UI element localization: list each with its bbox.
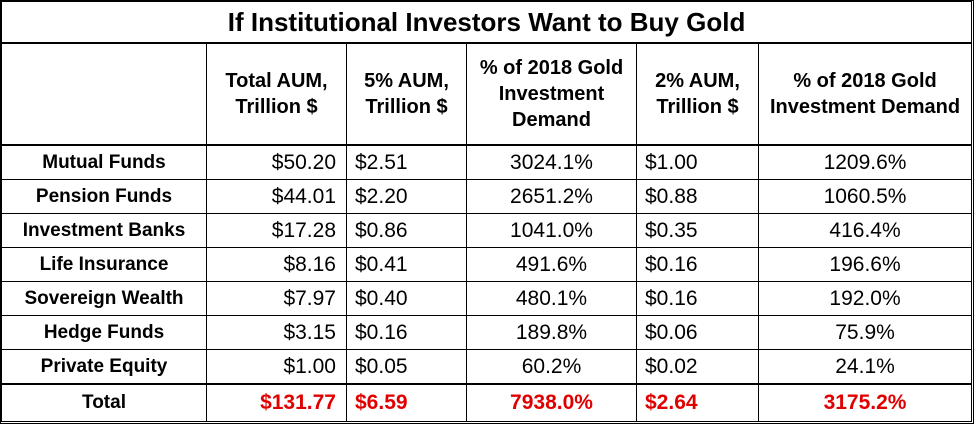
cell-total-aum: $50.20 (206, 144, 347, 180)
cell-total-aum: $1.00 (206, 349, 347, 385)
total-pct5-value: 7938.0% (466, 383, 637, 422)
table-row: Pension Funds $44.01 $2.20 2651.2% $0.88 1060… (1, 179, 973, 214)
cell-pct-demand-5: 2651.2% (466, 179, 637, 214)
table-row: Sovereign Wealth $7.97 $0.40 480.1% $0.16 192… (1, 281, 973, 316)
table-row: Life Insurance $8.16 $0.41 491.6% $0.16 196.6… (1, 247, 973, 282)
cell-pct-demand-2: 1060.5% (757, 179, 973, 214)
cell-pct-demand-5: 1041.0% (466, 213, 637, 248)
row-label: Pension Funds (1, 179, 207, 214)
cell-aum-2pct: $0.06 (636, 315, 759, 350)
table-row: Investment Banks $17.28 $0.86 1041.0% $0.35 4… (1, 213, 973, 248)
cell-pct-demand-2: 75.9% (757, 315, 973, 350)
row-label: Hedge Funds (1, 315, 207, 350)
cell-aum-2pct: $0.35 (636, 213, 759, 248)
cell-pct-demand-2: 192.0% (757, 281, 973, 316)
table-row: Private Equity $1.00 $0.05 60.2% $0.02 24.1% (1, 349, 973, 385)
cell-pct-demand-2: 24.1% (757, 349, 973, 385)
cell-aum-2pct: $0.88 (636, 179, 759, 214)
total-aum-value: $131.77 (206, 383, 347, 422)
cell-aum-5pct: $0.40 (346, 281, 467, 316)
cell-pct-demand-5: 189.8% (466, 315, 637, 350)
cell-aum-2pct: $0.16 (636, 247, 759, 282)
header-blank (1, 42, 207, 146)
total-aum2-value: $2.64 (636, 383, 759, 422)
total-aum5-value: $6.59 (346, 383, 467, 422)
cell-pct-demand-5: 491.6% (466, 247, 637, 282)
cell-total-aum: $17.28 (206, 213, 347, 248)
header-pct-demand-5: % of 2018 Gold Investment Demand (466, 42, 637, 146)
cell-total-aum: $44.01 (206, 179, 347, 214)
total-row: Total $131.77 $6.59 7938.0% $2.64 3175.2… (1, 383, 973, 422)
total-label: Total (1, 383, 207, 422)
cell-aum-5pct: $0.05 (346, 349, 467, 385)
header-total-aum: Total AUM, Trillion $ (206, 42, 347, 146)
cell-aum-5pct: $0.86 (346, 213, 467, 248)
cell-pct-demand-5: 480.1% (466, 281, 637, 316)
cell-pct-demand-5: 3024.1% (466, 144, 637, 180)
table-row: Hedge Funds $3.15 $0.16 189.8% $0.06 75.9% (1, 315, 973, 350)
cell-aum-5pct: $0.16 (346, 315, 467, 350)
cell-total-aum: $3.15 (206, 315, 347, 350)
cell-aum-5pct: $0.41 (346, 247, 467, 282)
row-label: Mutual Funds (1, 144, 207, 180)
row-label: Sovereign Wealth (1, 281, 207, 316)
cell-pct-demand-5: 60.2% (466, 349, 637, 385)
row-label: Private Equity (1, 349, 207, 385)
cell-aum-2pct: $1.00 (636, 144, 759, 180)
cell-aum-2pct: $0.16 (636, 281, 759, 316)
cell-aum-5pct: $2.51 (346, 144, 467, 180)
cell-total-aum: $7.97 (206, 281, 347, 316)
cell-pct-demand-2: 416.4% (757, 213, 973, 248)
cell-aum-2pct: $0.02 (636, 349, 759, 385)
row-label: Life Insurance (1, 247, 207, 282)
row-label: Investment Banks (1, 213, 207, 248)
cell-aum-5pct: $2.20 (346, 179, 467, 214)
cell-pct-demand-2: 1209.6% (757, 144, 973, 180)
header-aum-2pct: 2% AUM, Trillion $ (636, 42, 759, 146)
header-row: Total AUM, Trillion $ 5% AUM, Trillion $… (1, 42, 973, 146)
total-pct2-value: 3175.2% (757, 383, 973, 422)
data-rows: Mutual Funds $50.20 $2.51 3024.1% $1.00 1209.… (1, 144, 973, 385)
cell-pct-demand-2: 196.6% (757, 247, 973, 282)
header-pct-demand-2: % of 2018 Gold Investment Demand (757, 42, 973, 146)
title-row: If Institutional Investors Want to Buy G… (0, 1, 973, 44)
cell-total-aum: $8.16 (206, 247, 347, 282)
table-title: If Institutional Investors Want to Buy G… (0, 1, 973, 44)
header-aum-5pct: 5% AUM, Trillion $ (346, 42, 467, 146)
table-row: Mutual Funds $50.20 $2.51 3024.1% $1.00 1209.… (1, 144, 973, 180)
